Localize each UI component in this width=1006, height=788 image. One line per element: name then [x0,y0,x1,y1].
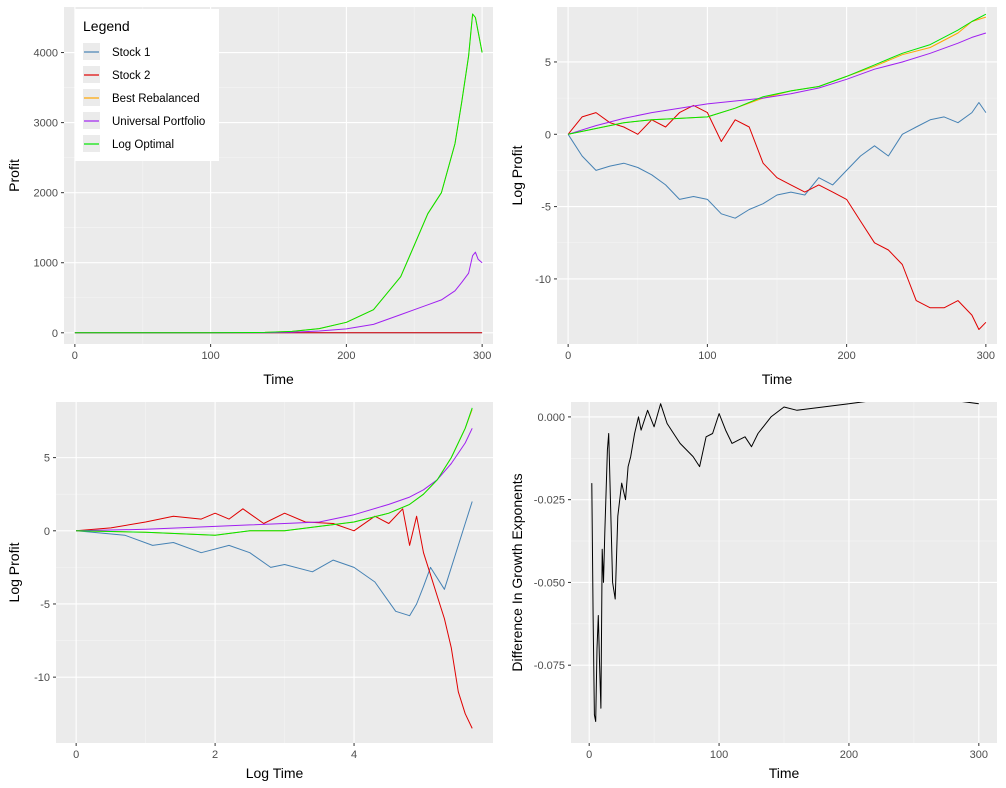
x-tick-label: 0 [586,749,592,761]
y-tick-label: 1000 [34,258,58,270]
y-axis-title: Log Profit [6,542,22,602]
chart-panel-2: 0 100 200 300 -10 -5 0 5 Time Log Profit [509,7,997,387]
legend-item-label: Stock 2 [112,70,150,82]
series-line-5 [567,13,987,135]
y-tick-label: 0.000 [537,412,565,424]
series-line-1 [591,402,979,722]
series-line-log-optimal [74,13,483,334]
y-tick-label: 0 [545,129,551,141]
chart-panel-3: 0 2 4 -10 -5 0 5 Log Time Log Profit [6,402,493,781]
x-tick-label: 100 [710,749,728,761]
y-tick-label: -0.050 [534,577,565,589]
x-tick-label: 0 [565,350,571,362]
series-line-1 [76,501,473,617]
legend-item-label: Universal Portfolio [112,116,205,128]
x-axis-title: Time [762,371,793,387]
x-tick-label: 100 [698,350,716,362]
y-tick-label: -5 [40,599,50,611]
y-axis-title: Log Profit [509,145,525,205]
series-line-5 [76,407,473,536]
x-axis-title: Time [263,371,294,387]
legend-item-label: Best Rebalanced [112,93,200,105]
y-tick-label: -5 [541,202,551,214]
y-axis-title: Profit [6,159,22,192]
series-line-4 [76,428,473,532]
y-tick-label: -10 [34,672,50,684]
x-tick-label: 300 [970,749,988,761]
series-line-1 [567,102,987,219]
x-axis-title: Time [769,765,800,781]
x-tick-label: 300 [473,350,491,362]
x-axis-title: Log Time [246,765,304,781]
y-tick-label: 0 [52,328,58,340]
x-tick-label: 200 [337,350,355,362]
x-tick-label: 4 [351,749,357,761]
y-tick-label: -0.025 [534,495,565,507]
series-line-4 [567,32,987,135]
x-tick-label: 100 [201,350,219,362]
legend: Legend Stock 1 Stock 2 Best Rebalanced Unive… [75,9,219,161]
y-tick-label: 5 [545,57,551,69]
y-axis-title: Difference In Growth Exponents [509,473,525,671]
chart-panel-1: 0 100 200 30001000200030004000TimeProfitLeg… [6,7,493,387]
y-tick-label: 4000 [34,48,58,60]
legend-item-label: Stock 1 [112,47,150,59]
legend-item-label: Log Optimal [112,139,174,151]
y-tick-label: 0 [44,526,50,538]
y-tick-label: -10 [535,274,551,286]
x-tick-label: 0 [72,350,78,362]
plot-background [56,402,493,743]
series-line-2 [567,104,987,330]
y-tick-label: 2000 [34,188,58,200]
series-line-2 [76,508,473,729]
x-tick-label: 200 [837,350,855,362]
x-tick-label: 300 [977,350,995,362]
x-tick-label: 0 [73,749,79,761]
y-tick-label: 3000 [34,118,58,130]
legend-title: Legend [83,18,130,34]
x-tick-label: 2 [212,749,218,761]
y-tick-label: 5 [44,453,50,465]
series-line-universal-portfolio [74,251,483,334]
y-tick-label: -0.075 [534,660,565,672]
x-tick-label: 200 [840,749,858,761]
chart-panel-4: 0 100 200 300 -0.075 -0.050 -0.025 0.000 Time Dif… [509,402,997,781]
